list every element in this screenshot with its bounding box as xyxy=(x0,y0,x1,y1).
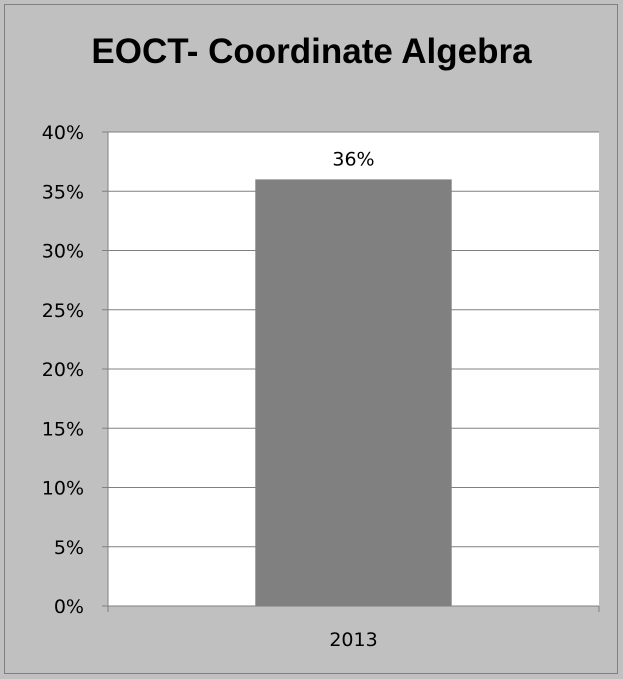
y-tick-label: 20% xyxy=(42,359,84,381)
y-tick-label: 5% xyxy=(54,537,84,559)
chart-title: EOCT- Coordinate Algebra xyxy=(91,32,532,71)
x-tick-label: 2013 xyxy=(329,629,377,651)
y-tick-label: 40% xyxy=(42,122,84,144)
data-label-2013: 36% xyxy=(332,148,374,170)
axes xyxy=(102,131,600,612)
labels: 0% 5% 10% 15% 20% 25% 30% 35% 40% 36% 2013 xyxy=(42,122,378,651)
bars xyxy=(255,179,452,606)
bar-2013 xyxy=(255,179,452,606)
y-tick-label: 25% xyxy=(42,300,84,322)
y-tick-label: 30% xyxy=(42,241,84,263)
y-tick-label: 15% xyxy=(42,418,84,440)
y-tick-label: 10% xyxy=(42,478,84,500)
y-tick-label: 35% xyxy=(42,181,84,203)
y-tick-label: 0% xyxy=(54,596,84,618)
